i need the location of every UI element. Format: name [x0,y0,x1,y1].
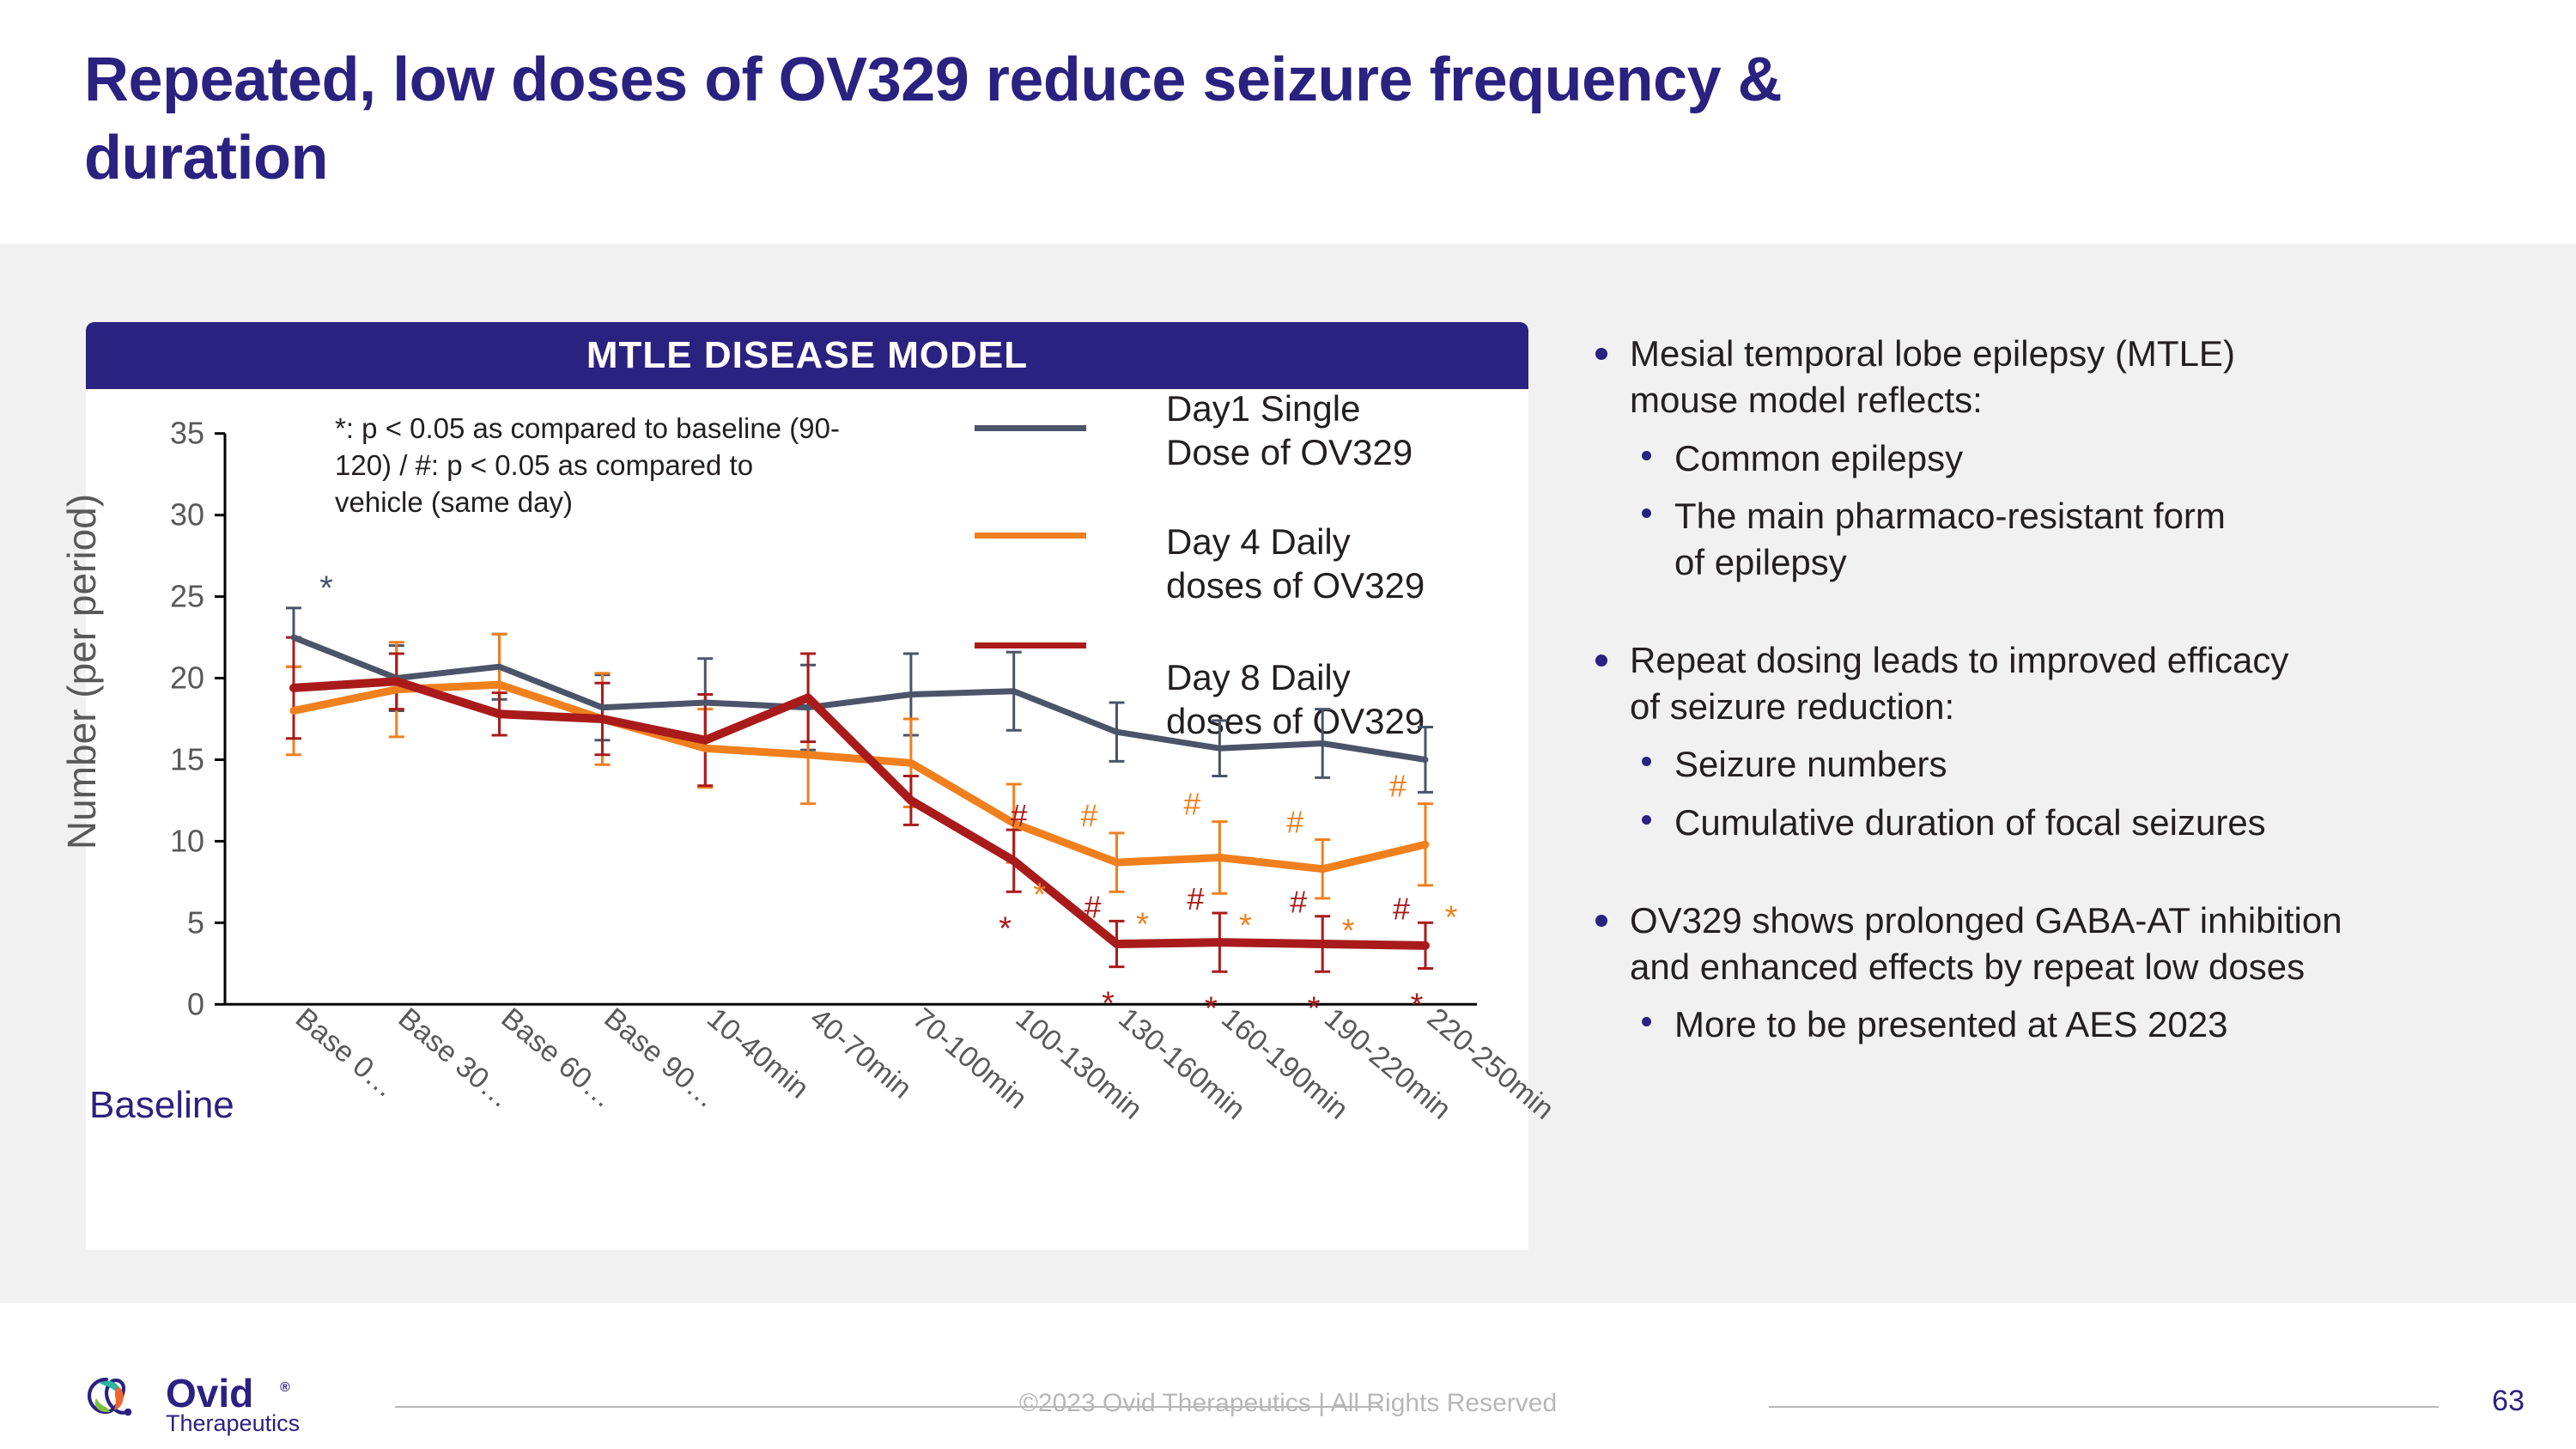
svg-text:Therapeutics: Therapeutics [166,1410,300,1436]
svg-text:Ovid: Ovid [166,1373,253,1416]
svg-text:®: ® [280,1380,290,1395]
